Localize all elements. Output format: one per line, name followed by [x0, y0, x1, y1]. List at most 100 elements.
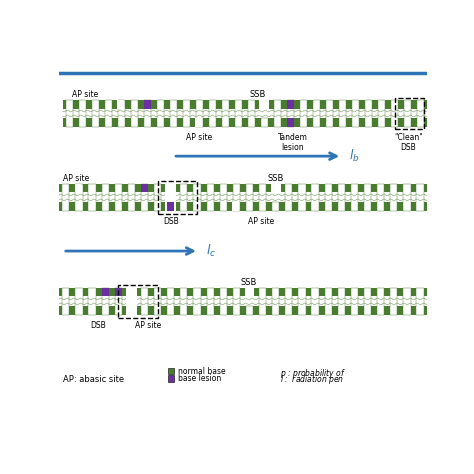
Bar	[352, 100, 359, 127]
Bar	[154, 184, 161, 211]
Bar	[248, 100, 255, 127]
Bar	[235, 100, 242, 127]
Bar	[219, 288, 227, 315]
Bar	[62, 184, 69, 211]
Bar	[168, 368, 174, 374]
Bar	[167, 202, 174, 211]
Bar	[105, 100, 112, 127]
Bar	[66, 100, 73, 127]
Bar	[272, 202, 279, 211]
Bar	[141, 184, 148, 211]
Bar	[285, 288, 292, 315]
Bar	[233, 288, 240, 315]
Bar	[273, 100, 281, 127]
Bar	[326, 100, 333, 127]
Text: SSB: SSB	[249, 90, 266, 99]
Bar	[300, 100, 307, 127]
Bar	[207, 184, 214, 211]
Bar	[245, 286, 255, 297]
Bar	[63, 118, 427, 127]
Bar	[180, 288, 188, 315]
Bar	[196, 100, 203, 127]
Text: Tandem
lesion: Tandem lesion	[278, 133, 308, 153]
Bar	[180, 184, 188, 211]
Bar	[351, 184, 358, 211]
Bar	[259, 184, 266, 211]
Text: $l_{\mathregular{c}}$: $l_{\mathregular{c}}$	[206, 243, 216, 259]
Text: base lesion: base lesion	[178, 374, 221, 383]
Text: AP site: AP site	[72, 90, 98, 99]
Bar	[75, 184, 81, 192]
Text: SSB: SSB	[268, 174, 284, 183]
Bar	[417, 100, 424, 127]
Bar	[209, 100, 216, 127]
Bar	[89, 288, 96, 315]
Bar	[287, 100, 294, 109]
Bar	[272, 288, 279, 315]
Bar	[311, 288, 319, 315]
Bar	[75, 184, 82, 211]
Bar	[141, 288, 148, 315]
Bar	[154, 288, 161, 315]
Text: $p$ : probability of: $p$ : probability of	[280, 367, 346, 380]
Bar	[261, 118, 268, 127]
Bar	[311, 184, 319, 211]
Bar	[115, 288, 122, 315]
Bar	[364, 184, 371, 211]
Bar	[246, 184, 253, 211]
Bar	[222, 100, 229, 127]
Bar	[170, 100, 177, 127]
Text: AP site: AP site	[135, 320, 161, 329]
Bar	[193, 184, 201, 211]
Bar	[59, 184, 427, 192]
Bar	[337, 288, 345, 315]
Bar	[219, 184, 227, 211]
Text: DSB: DSB	[164, 217, 179, 226]
Bar	[79, 100, 86, 127]
Bar	[338, 100, 346, 127]
Bar	[101, 184, 109, 211]
Bar	[183, 100, 190, 127]
Text: $l$ :  radiation pen: $l$ : radiation pen	[280, 374, 344, 386]
Bar	[89, 184, 96, 211]
Bar	[417, 184, 424, 211]
Bar	[246, 306, 253, 315]
Bar	[298, 288, 306, 315]
Text: AP: abasic site: AP: abasic site	[63, 375, 124, 384]
Bar	[325, 288, 332, 315]
Bar	[365, 100, 372, 127]
Bar	[391, 100, 398, 127]
Bar	[403, 100, 410, 127]
Bar	[165, 183, 176, 211]
Bar	[167, 288, 174, 315]
Bar	[390, 288, 397, 315]
Bar	[287, 118, 294, 127]
Text: DSB: DSB	[90, 320, 106, 329]
Bar	[63, 100, 427, 109]
Bar	[168, 375, 174, 382]
Bar	[377, 184, 384, 211]
Bar	[62, 288, 69, 315]
Bar	[271, 182, 281, 192]
Bar	[59, 288, 427, 297]
Bar	[403, 184, 410, 211]
Text: normal base: normal base	[178, 366, 226, 375]
Bar	[207, 288, 214, 315]
Bar	[195, 118, 201, 127]
Bar	[101, 288, 109, 297]
Text: AP site: AP site	[186, 133, 212, 142]
Bar	[126, 287, 137, 316]
Bar	[351, 288, 358, 315]
Bar	[128, 184, 135, 211]
Bar	[59, 306, 427, 315]
Bar	[141, 184, 148, 192]
Bar	[131, 100, 138, 127]
Bar	[337, 184, 345, 211]
Text: "Clean"
DSB: "Clean" DSB	[394, 133, 423, 153]
Text: $l_{\mathregular{b}}$: $l_{\mathregular{b}}$	[349, 148, 360, 164]
Bar	[115, 288, 122, 297]
Bar	[233, 184, 240, 211]
Bar	[403, 288, 410, 315]
Bar	[390, 184, 397, 211]
Bar	[118, 100, 125, 127]
